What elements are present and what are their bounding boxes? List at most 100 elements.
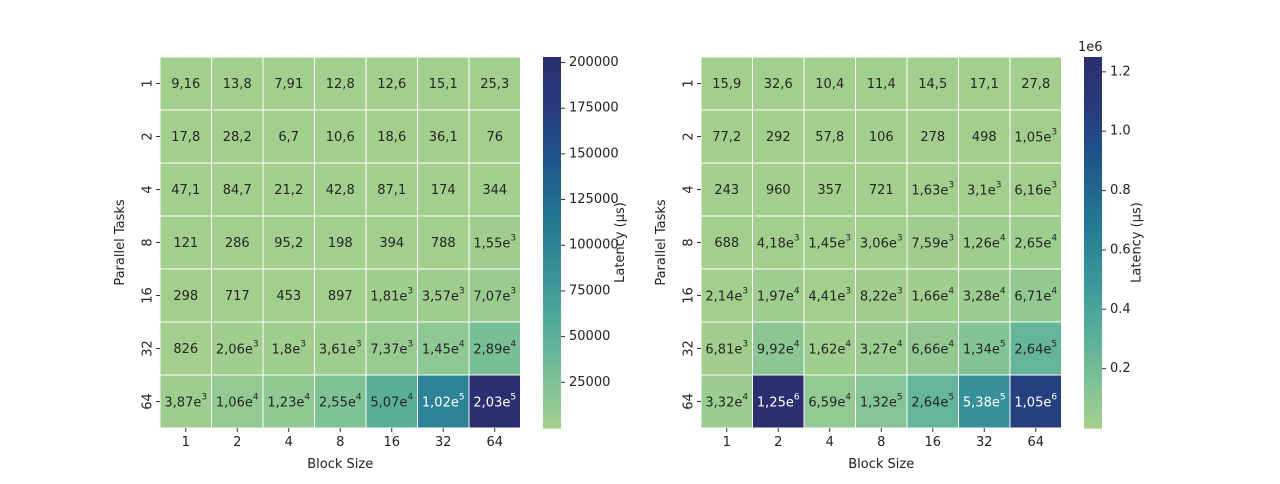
x-tick-label: 64: [486, 435, 503, 450]
colorbar-segment: [1084, 196, 1102, 200]
colorbar-segment: [543, 400, 561, 404]
colorbar-segment: [1084, 146, 1102, 151]
heatmap-cell: [855, 374, 908, 429]
colorbar-segment: [543, 230, 561, 234]
cell-label: 394: [379, 236, 404, 251]
colorbar-segment: [1084, 322, 1102, 327]
colorbar-segment: [543, 165, 561, 169]
y-tick-label: 32: [682, 340, 697, 357]
colorbar-segment: [543, 100, 561, 104]
heatmap-cell: [855, 321, 908, 376]
colorbar-segment: [1084, 66, 1102, 70]
colorbar-segment: [1084, 387, 1102, 392]
colorbar-segment: [543, 128, 561, 132]
colorbar-segment: [1084, 381, 1102, 386]
y-tick-label: 1: [141, 79, 156, 87]
cell-label: 1,63e3: [911, 180, 954, 198]
colorbar-segment: [543, 233, 561, 237]
colorbar-segment: [1084, 242, 1102, 247]
colorbar-segment: [1084, 403, 1102, 407]
colorbar-segment: [1084, 353, 1102, 358]
cell-label: 286: [225, 236, 250, 251]
colorbar-segment: [543, 242, 561, 247]
colorbar-segment: [1084, 159, 1102, 163]
colorbar-segment: [1084, 137, 1102, 142]
colorbar-segment: [543, 155, 561, 160]
cell-label: 3,32e4: [705, 392, 748, 410]
colorbar-segment: [543, 344, 561, 349]
heatmap-cell: [211, 162, 264, 217]
cell-label: 6,7: [278, 130, 299, 145]
y-axis-label: Parallel Tasks: [654, 199, 669, 286]
heatmap-cell: [855, 162, 908, 217]
colorbar-segment: [543, 285, 561, 290]
colorbar-segment: [543, 298, 561, 302]
colorbar-segment: [1084, 100, 1102, 104]
cell-label: 3,61e3: [319, 339, 362, 357]
colorbar-segment: [1084, 288, 1102, 293]
colorbar-segment: [1084, 199, 1102, 203]
colorbar-segment: [1084, 143, 1102, 148]
heatmap-cell: [958, 109, 1011, 164]
colorbar-segment: [1084, 307, 1102, 312]
colorbar-segment: [543, 227, 561, 231]
colorbar-segment: [543, 57, 561, 61]
heatmap-cell: [468, 215, 521, 270]
colorbar-segment: [1084, 304, 1102, 309]
colorbar-tick-label: 150000: [569, 146, 619, 161]
colorbar-segment: [543, 211, 561, 216]
cell-label: 3,1e3: [967, 180, 1001, 198]
cell-label: 344: [482, 183, 507, 198]
colorbar-tick-label: 200000: [569, 55, 619, 70]
colorbar-segment: [543, 177, 561, 182]
colorbar-segment: [543, 137, 561, 142]
colorbar-segment: [1084, 378, 1102, 383]
heatmap-cell: [700, 374, 753, 429]
colorbar-segment: [543, 359, 561, 364]
colorbar-segment: [1084, 60, 1102, 64]
heatmap-cell: [700, 321, 753, 376]
heatmap-cell: [468, 162, 521, 217]
heatmap-cell: [314, 374, 367, 429]
y-tick-label: 8: [141, 238, 156, 246]
cell-label: 121: [173, 236, 198, 251]
heatmap-cell: [752, 56, 805, 111]
heatmap-cell: [958, 215, 1011, 270]
x-axis-label: Block Size: [848, 457, 914, 472]
heatmap-cell: [159, 56, 212, 111]
colorbar-segment: [1084, 208, 1102, 213]
heatmap-panel-1: 9,16 13,8 7,91 12,8 12,6 15,1 25,3 17,8 28,2 6,7 1…: [113, 55, 628, 472]
colorbar-segment: [543, 301, 561, 305]
colorbar-tick-label: 175000: [569, 101, 619, 116]
y-axis-label: Parallel Tasks: [113, 199, 128, 286]
cell-label: 1,23e4: [267, 392, 310, 410]
y-tick-label: 4: [682, 185, 697, 193]
heatmap-cell: [906, 162, 959, 217]
x-tick-label: 64: [1027, 435, 1044, 450]
colorbar-segment: [1084, 57, 1102, 61]
colorbar-segment: [543, 109, 561, 114]
colorbar-segment: [543, 350, 561, 355]
colorbar-segment: [543, 322, 561, 327]
cell-label: 278: [920, 130, 945, 145]
x-tick-label: 8: [877, 435, 885, 450]
colorbar-segment: [543, 84, 561, 89]
heatmap-cell: [855, 56, 908, 111]
colorbar-segment: [1084, 295, 1102, 299]
y-tick-label: 64: [682, 393, 697, 410]
colorbar-segment: [1084, 393, 1102, 398]
colorbar-segment: [543, 273, 561, 278]
colorbar-segment: [543, 118, 561, 123]
cell-label: 11,4: [867, 77, 896, 92]
colorbar-segment: [543, 103, 561, 108]
y-tick-label: 32: [141, 340, 156, 357]
colorbar-segment: [1084, 344, 1102, 349]
heatmap-cell: [159, 268, 212, 323]
colorbar-segment: [543, 257, 561, 262]
heatmap-cell: [855, 215, 908, 270]
colorbar-segment: [543, 310, 561, 315]
heatmap-cell: [468, 109, 521, 164]
colorbar-segment: [1084, 350, 1102, 355]
cell-label: 77,2: [712, 130, 741, 145]
x-tick-label: 4: [826, 435, 834, 450]
